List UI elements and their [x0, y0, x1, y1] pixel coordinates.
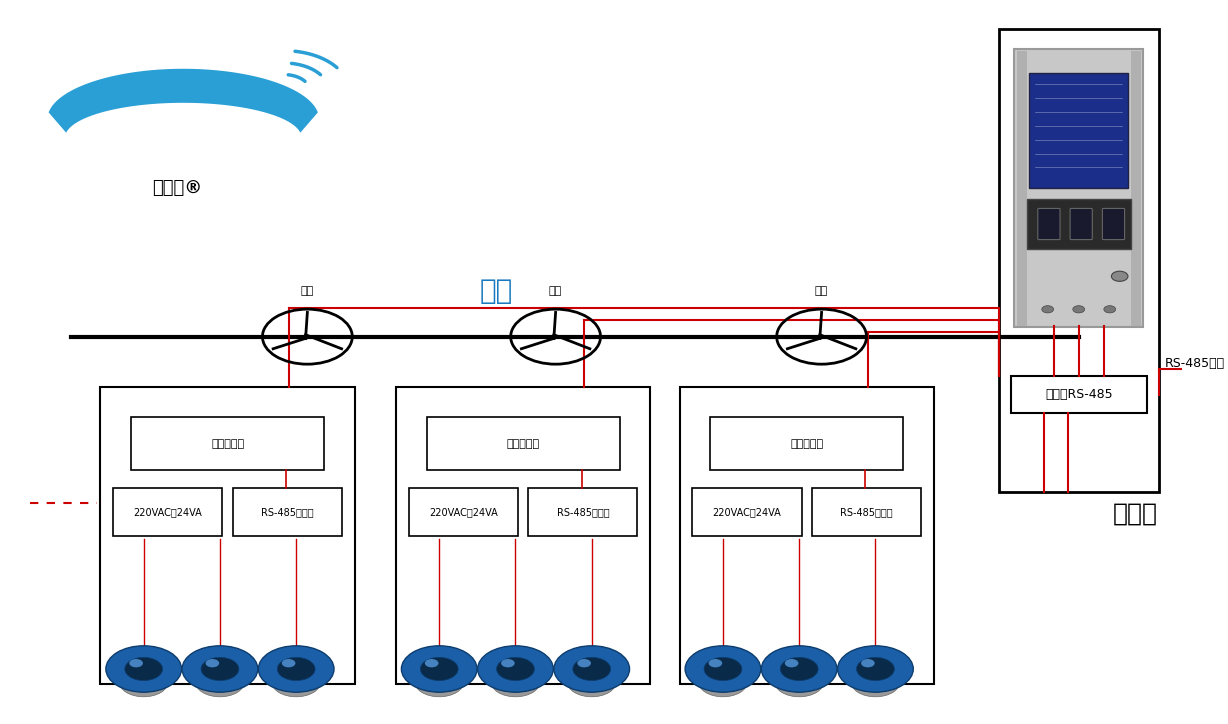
Circle shape [402, 646, 476, 692]
Circle shape [780, 657, 818, 681]
FancyBboxPatch shape [430, 673, 448, 684]
Circle shape [119, 667, 168, 696]
FancyBboxPatch shape [528, 488, 637, 536]
Circle shape [699, 667, 748, 696]
FancyBboxPatch shape [1038, 209, 1060, 240]
FancyBboxPatch shape [1131, 51, 1141, 326]
Text: 220VAC转24VA: 220VAC转24VA [429, 507, 497, 517]
Circle shape [706, 671, 740, 692]
Text: 风机: 风机 [301, 286, 314, 296]
FancyBboxPatch shape [409, 488, 518, 536]
FancyBboxPatch shape [134, 673, 154, 684]
Text: 光纤转RS-485: 光纤转RS-485 [1045, 388, 1113, 401]
FancyBboxPatch shape [1027, 199, 1131, 249]
Circle shape [126, 671, 161, 692]
Circle shape [499, 671, 533, 692]
Circle shape [491, 667, 540, 696]
Circle shape [856, 657, 894, 681]
FancyBboxPatch shape [812, 488, 921, 536]
Text: 220VAC转24VA: 220VAC转24VA [712, 507, 781, 517]
Circle shape [704, 657, 742, 681]
Circle shape [1104, 306, 1116, 313]
Circle shape [709, 659, 722, 668]
Circle shape [415, 667, 464, 696]
FancyBboxPatch shape [426, 417, 620, 471]
Circle shape [567, 667, 616, 696]
Circle shape [861, 659, 874, 668]
Circle shape [1111, 272, 1129, 282]
FancyBboxPatch shape [582, 673, 602, 684]
Text: 220VAC转24VA: 220VAC转24VA [134, 507, 203, 517]
Text: RS-485转光纤: RS-485转光纤 [840, 507, 893, 517]
Circle shape [422, 671, 457, 692]
Circle shape [271, 667, 321, 696]
Circle shape [478, 646, 554, 692]
FancyBboxPatch shape [680, 387, 935, 684]
Circle shape [279, 671, 313, 692]
Circle shape [785, 659, 798, 668]
Text: RS-485转光纤: RS-485转光纤 [556, 507, 609, 517]
FancyBboxPatch shape [1011, 376, 1147, 413]
Circle shape [258, 646, 334, 692]
FancyBboxPatch shape [1103, 209, 1125, 240]
FancyBboxPatch shape [713, 673, 732, 684]
FancyBboxPatch shape [710, 417, 904, 471]
Text: 管廊: 管廊 [480, 277, 513, 305]
Text: 中控室: 中控室 [1113, 502, 1157, 526]
Circle shape [420, 657, 458, 681]
Polygon shape [49, 69, 318, 132]
FancyBboxPatch shape [286, 673, 306, 684]
Circle shape [125, 657, 162, 681]
FancyBboxPatch shape [998, 29, 1158, 492]
Text: RS-485输出: RS-485输出 [1164, 357, 1224, 370]
Text: 风机: 风机 [815, 286, 828, 296]
Circle shape [201, 657, 239, 681]
FancyBboxPatch shape [693, 488, 802, 536]
Text: RS-485转光纤: RS-485转光纤 [262, 507, 313, 517]
Circle shape [1041, 306, 1054, 313]
Circle shape [129, 659, 142, 668]
Circle shape [496, 657, 534, 681]
Text: 风机: 风机 [549, 286, 562, 296]
Circle shape [195, 667, 244, 696]
Circle shape [837, 646, 914, 692]
Circle shape [281, 659, 296, 668]
Text: 中间继电器: 中间继电器 [506, 439, 539, 449]
Circle shape [685, 646, 761, 692]
Circle shape [775, 667, 824, 696]
FancyBboxPatch shape [1070, 209, 1093, 240]
FancyBboxPatch shape [790, 673, 809, 684]
FancyBboxPatch shape [101, 387, 355, 684]
Circle shape [575, 671, 609, 692]
Circle shape [572, 657, 610, 681]
Circle shape [106, 646, 182, 692]
FancyBboxPatch shape [395, 387, 650, 684]
FancyBboxPatch shape [506, 673, 524, 684]
FancyBboxPatch shape [1029, 72, 1129, 188]
FancyBboxPatch shape [866, 673, 885, 684]
FancyBboxPatch shape [232, 488, 341, 536]
FancyBboxPatch shape [131, 417, 324, 471]
FancyBboxPatch shape [113, 488, 222, 536]
Text: 中间继电器: 中间继电器 [791, 439, 824, 449]
Circle shape [858, 671, 893, 692]
Circle shape [577, 659, 591, 668]
Circle shape [425, 659, 438, 668]
FancyBboxPatch shape [210, 673, 230, 684]
Circle shape [851, 667, 900, 696]
Circle shape [761, 646, 837, 692]
FancyBboxPatch shape [1014, 49, 1143, 327]
Circle shape [203, 671, 237, 692]
Circle shape [278, 657, 316, 681]
Circle shape [1073, 306, 1084, 313]
Circle shape [205, 659, 219, 668]
FancyBboxPatch shape [1017, 51, 1027, 326]
Circle shape [501, 659, 515, 668]
Text: 安帕尔®: 安帕尔® [152, 180, 203, 197]
Circle shape [554, 646, 630, 692]
Circle shape [782, 671, 817, 692]
Text: 中间继电器: 中间继电器 [211, 439, 244, 449]
Circle shape [182, 646, 258, 692]
